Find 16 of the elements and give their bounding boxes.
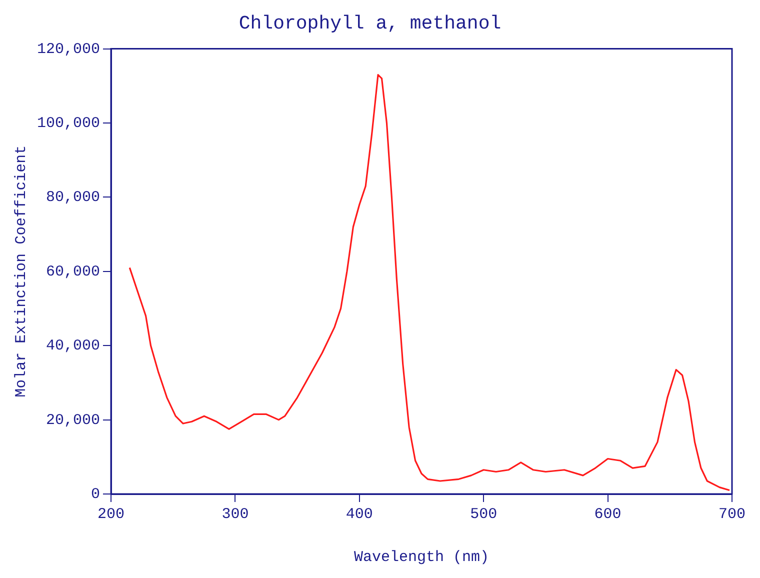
y-tick-label: 100,000 <box>36 114 100 132</box>
x-tick-label: 500 <box>470 506 498 523</box>
x-tick-label: 300 <box>222 506 249 523</box>
y-tick-label: 80,000 <box>46 189 100 206</box>
chart-title: Chlorophyll a, methanol <box>238 12 502 34</box>
x-tick-label: 700 <box>718 506 746 523</box>
y-axis-title: Molar Extinction Coefficient <box>12 145 30 398</box>
x-tick-label: 600 <box>594 506 622 523</box>
y-tick-label: 20,000 <box>46 412 100 429</box>
x-axis-title: Wavelength (nm) <box>354 548 490 566</box>
y-tick-label: 0 <box>90 486 100 503</box>
y-tick-label: 60,000 <box>46 263 100 280</box>
y-tick-label: 40,000 <box>46 338 100 355</box>
x-tick-label: 400 <box>346 506 373 523</box>
y-tick-label: 120,000 <box>36 40 100 58</box>
x-tick-label: 200 <box>98 506 125 523</box>
